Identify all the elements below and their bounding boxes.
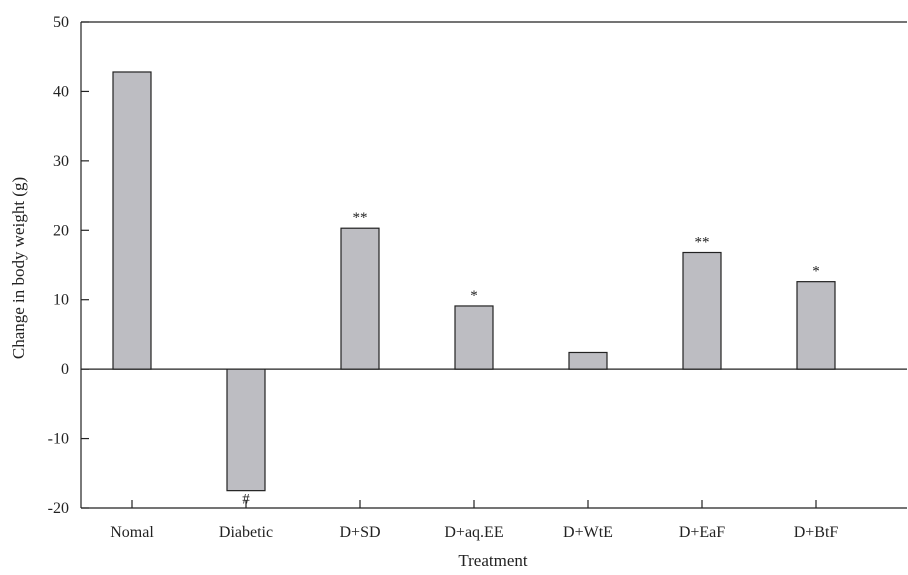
y-axis: -20 -10 0 10 20 30 40 50 <box>48 14 89 517</box>
x-axis: Nomal Diabetic D+SD D+aq.EE D+WtE D+EaF D+BtF <box>110 500 838 541</box>
significance-marker: * <box>812 264 820 280</box>
plot-frame <box>80 21 907 509</box>
x-tick-label: D+aq.EE <box>444 524 503 541</box>
y-tick-label: 30 <box>53 153 69 170</box>
bar-d-btf <box>796 281 836 370</box>
y-tick-label: -20 <box>48 500 69 517</box>
x-tick-label: D+WtE <box>563 524 613 541</box>
significance-marker: * <box>470 288 478 304</box>
y-tick-label: 40 <box>53 83 69 100</box>
y-tick-label: 20 <box>53 222 69 239</box>
x-tick-label: D+EaF <box>679 524 725 541</box>
bar-annotations: #****** <box>242 210 820 507</box>
bar-d-aq-ee <box>454 305 494 370</box>
x-tick-label: D+BtF <box>794 524 839 541</box>
bar-nomal <box>112 71 152 370</box>
bar-diabetic <box>226 368 266 492</box>
y-tick-label: 10 <box>53 292 69 309</box>
bars <box>112 71 836 492</box>
significance-marker: ** <box>695 235 710 251</box>
bar-d-wte <box>568 351 608 370</box>
bar-d-eaf <box>682 251 722 370</box>
x-axis-title: Treatment <box>458 551 528 570</box>
x-tick-label: Diabetic <box>219 524 273 541</box>
y-tick-label: -10 <box>48 431 69 448</box>
x-tick-label: D+SD <box>339 524 380 541</box>
y-tick-label: 50 <box>53 14 69 31</box>
bar-d-sd <box>340 227 380 370</box>
x-tick-label: Nomal <box>110 524 154 541</box>
significance-marker: # <box>242 492 250 508</box>
significance-marker: ** <box>353 210 368 226</box>
y-axis-title: Change in body weight (g) <box>9 177 28 359</box>
y-tick-label: 0 <box>61 361 69 378</box>
